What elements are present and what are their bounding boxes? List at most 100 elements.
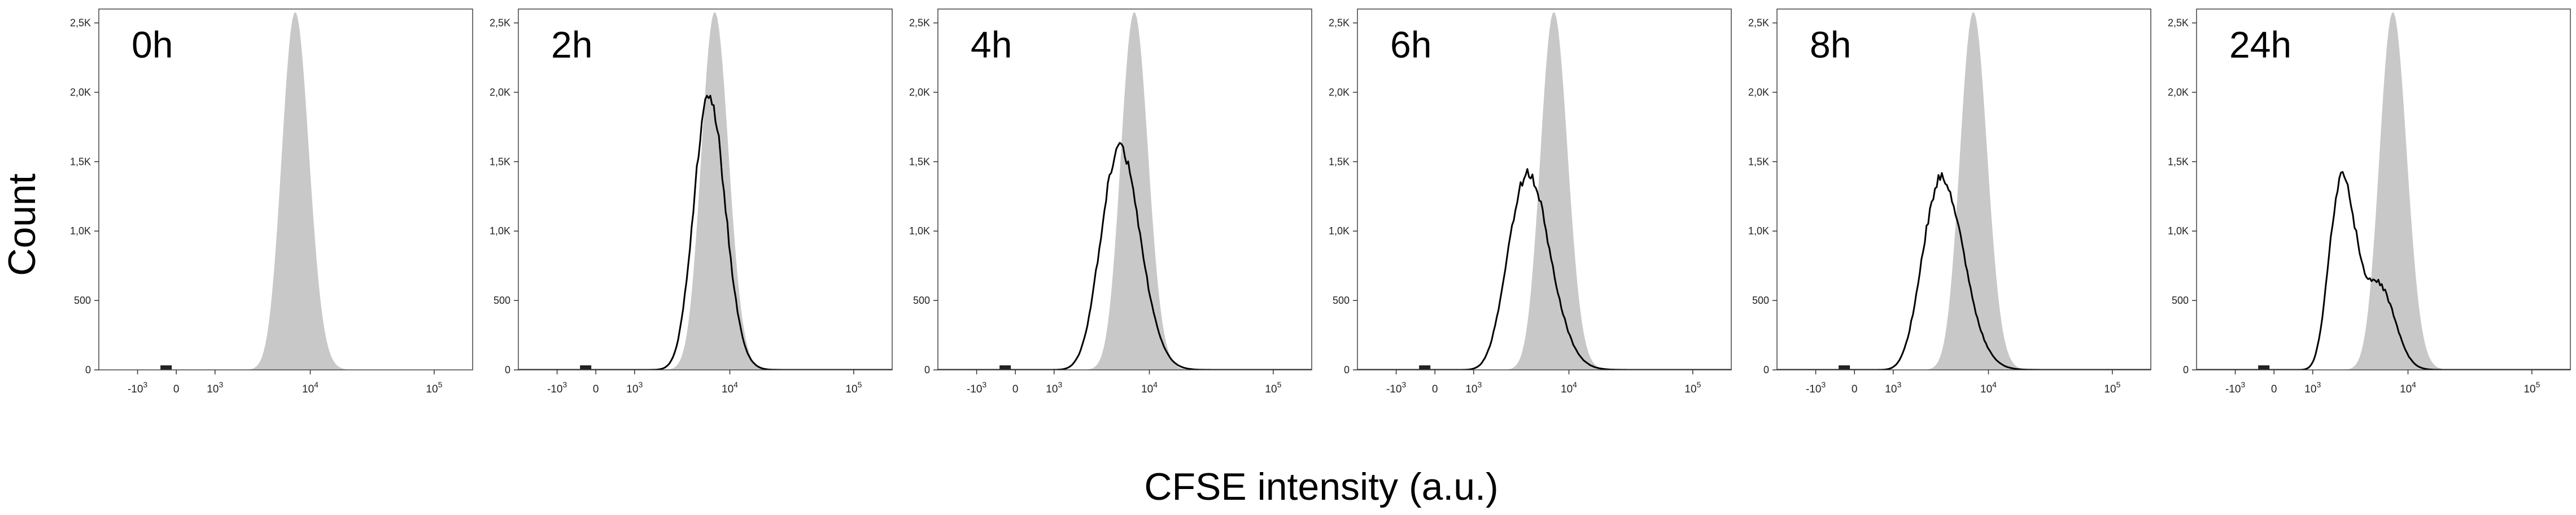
panels-layer: 0 500 1,0K 1,5K 2,0K 2,5K -103 0 103 104 105 0h 0 500… bbox=[70, 8, 2571, 395]
reference-histogram bbox=[1777, 12, 2151, 370]
zero-bin-marker bbox=[580, 365, 592, 370]
y-tick-label: 1,5K bbox=[909, 156, 930, 167]
x-tick-label: -103 bbox=[1386, 380, 1406, 395]
panel-title: 8h bbox=[1810, 24, 1851, 66]
histogram-panel: 0 500 1,0K 1,5K 2,0K 2,5K -103 0 103 104 105 24h bbox=[2168, 8, 2571, 395]
sample-histogram-line bbox=[2197, 171, 2570, 370]
x-tick-label: 104 bbox=[1141, 380, 1158, 395]
x-axis-label: CFSE intensity (a.u.) bbox=[1144, 465, 1498, 508]
x-tick-label: -103 bbox=[2225, 380, 2245, 395]
y-tick-label: 0 bbox=[85, 364, 91, 376]
histogram-panel: 0 500 1,0K 1,5K 2,0K 2,5K -103 0 103 104 105 8h bbox=[1748, 8, 2151, 395]
x-tick-label: 105 bbox=[1684, 380, 1701, 395]
y-tick-label: 2,5K bbox=[1748, 18, 1769, 29]
y-tick-label: 500 bbox=[1333, 295, 1350, 306]
x-tick-label: 0 bbox=[1432, 383, 1438, 395]
y-tick-label: 2,5K bbox=[2168, 18, 2189, 29]
y-tick-label: 500 bbox=[1752, 295, 1769, 306]
y-tick-label: 1,0K bbox=[1329, 225, 1350, 237]
plot-frame bbox=[98, 8, 473, 370]
zero-bin-marker bbox=[1839, 365, 1850, 370]
y-tick-label: 500 bbox=[494, 295, 510, 306]
x-tick-label: -103 bbox=[547, 380, 567, 395]
x-tick-label: 105 bbox=[2523, 380, 2540, 395]
y-tick-label: 1,0K bbox=[2168, 225, 2189, 237]
y-tick-label: 0 bbox=[1763, 364, 1769, 376]
x-tick-label: 103 bbox=[1046, 380, 1062, 395]
x-tick-label: 104 bbox=[2400, 380, 2416, 395]
plot-area bbox=[938, 12, 1312, 370]
y-tick-label: 1,0K bbox=[70, 225, 91, 237]
x-tick-label: 105 bbox=[426, 380, 442, 395]
y-tick-label: 1,0K bbox=[1748, 225, 1769, 237]
x-tick-label: 104 bbox=[722, 380, 738, 395]
plot-frame bbox=[1357, 8, 1732, 370]
x-tick-label: -103 bbox=[1806, 380, 1826, 395]
x-tick-label: 0 bbox=[1012, 383, 1019, 395]
y-tick-label: 1,0K bbox=[909, 225, 930, 237]
x-tick-label: 103 bbox=[1465, 380, 1482, 395]
sample-histogram-line bbox=[938, 142, 1312, 370]
x-tick-label: 103 bbox=[2304, 380, 2321, 395]
plot-area bbox=[99, 12, 473, 370]
histogram-panel: 0 500 1,0K 1,5K 2,0K 2,5K -103 0 103 104 105 0h bbox=[70, 8, 473, 395]
x-tick-label: 0 bbox=[2271, 383, 2277, 395]
x-tick-label: 105 bbox=[2104, 380, 2120, 395]
y-tick-label: 1,5K bbox=[490, 156, 510, 167]
reference-histogram bbox=[938, 12, 1312, 370]
y-tick-label: 2,0K bbox=[1748, 86, 1769, 98]
plot-area bbox=[1777, 12, 2151, 370]
y-axis-label: Count bbox=[1, 173, 43, 276]
y-tick-label: 2,5K bbox=[1329, 18, 1350, 29]
y-tick-label: 2,0K bbox=[2168, 86, 2189, 98]
histogram-panel: 0 500 1,0K 1,5K 2,0K 2,5K -103 0 103 104 105 2h bbox=[490, 8, 893, 395]
reference-histogram bbox=[2197, 12, 2570, 370]
histogram-panel: 0 500 1,0K 1,5K 2,0K 2,5K -103 0 103 104 105 4h bbox=[909, 8, 1312, 395]
x-tick-label: 104 bbox=[1980, 380, 1997, 395]
y-tick-label: 0 bbox=[1344, 364, 1350, 376]
panel-title: 0h bbox=[132, 24, 173, 66]
reference-histogram bbox=[1357, 12, 1731, 370]
sample-histogram-line bbox=[518, 95, 892, 370]
panel-title: 4h bbox=[971, 24, 1012, 66]
histogram-panel: 0 500 1,0K 1,5K 2,0K 2,5K -103 0 103 104 105 6h bbox=[1329, 8, 1732, 395]
y-tick-label: 1,5K bbox=[1748, 156, 1769, 167]
x-tick-label: 105 bbox=[845, 380, 862, 395]
x-tick-label: -103 bbox=[128, 380, 147, 395]
zero-bin-marker bbox=[999, 365, 1011, 370]
x-tick-label: 0 bbox=[1852, 383, 1858, 395]
plot-area bbox=[518, 12, 892, 370]
x-tick-label: 0 bbox=[593, 383, 599, 395]
reference-histogram bbox=[99, 12, 473, 370]
x-tick-label: 104 bbox=[302, 380, 318, 395]
x-tick-label: 0 bbox=[173, 383, 180, 395]
plot-area bbox=[1357, 12, 1731, 370]
x-tick-label: 103 bbox=[207, 380, 223, 395]
y-tick-label: 500 bbox=[74, 295, 91, 306]
plot-frame bbox=[1776, 8, 2151, 370]
plot-frame bbox=[937, 8, 1312, 370]
zero-bin-marker bbox=[2258, 365, 2270, 370]
y-tick-label: 2,5K bbox=[909, 18, 930, 29]
x-tick-label: 105 bbox=[1265, 380, 1281, 395]
y-tick-label: 0 bbox=[924, 364, 930, 376]
y-tick-label: 2,0K bbox=[1329, 86, 1350, 98]
y-tick-label: 2,5K bbox=[490, 18, 510, 29]
y-tick-label: 1,5K bbox=[2168, 156, 2189, 167]
panel-title: 24h bbox=[2229, 24, 2291, 66]
y-tick-label: 1,5K bbox=[1329, 156, 1350, 167]
x-tick-label: 103 bbox=[626, 380, 643, 395]
x-tick-label: 103 bbox=[1885, 380, 1901, 395]
y-tick-label: 0 bbox=[505, 364, 510, 376]
y-tick-label: 2,5K bbox=[70, 18, 91, 29]
y-tick-label: 1,5K bbox=[70, 156, 91, 167]
plot-frame bbox=[518, 8, 893, 370]
reference-histogram bbox=[518, 12, 892, 370]
x-tick-label: -103 bbox=[967, 380, 986, 395]
plot-frame bbox=[2196, 8, 2571, 370]
x-tick-label: 104 bbox=[1561, 380, 1577, 395]
zero-bin-marker bbox=[160, 365, 172, 370]
sample-histogram-line bbox=[1777, 172, 2151, 370]
sample-histogram-line bbox=[1357, 168, 1731, 370]
